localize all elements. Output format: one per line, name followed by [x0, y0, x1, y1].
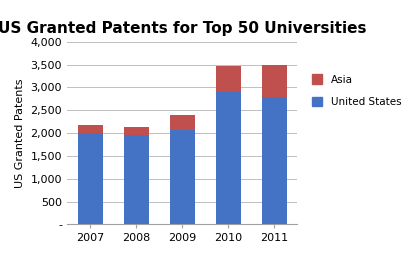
Bar — [124, 135, 149, 224]
Bar — [78, 125, 103, 133]
Bar — [78, 133, 103, 224]
Bar — [170, 130, 195, 224]
Bar — [216, 66, 241, 92]
Bar — [124, 127, 149, 135]
Bar — [170, 115, 195, 130]
Y-axis label: US Granted Patents: US Granted Patents — [15, 78, 25, 188]
Bar — [216, 92, 241, 224]
Bar — [262, 65, 287, 97]
Bar — [262, 97, 287, 224]
Title: US Granted Patents for Top 50 Universities: US Granted Patents for Top 50 Universiti… — [0, 21, 367, 37]
Legend: Asia, United States: Asia, United States — [312, 74, 401, 107]
